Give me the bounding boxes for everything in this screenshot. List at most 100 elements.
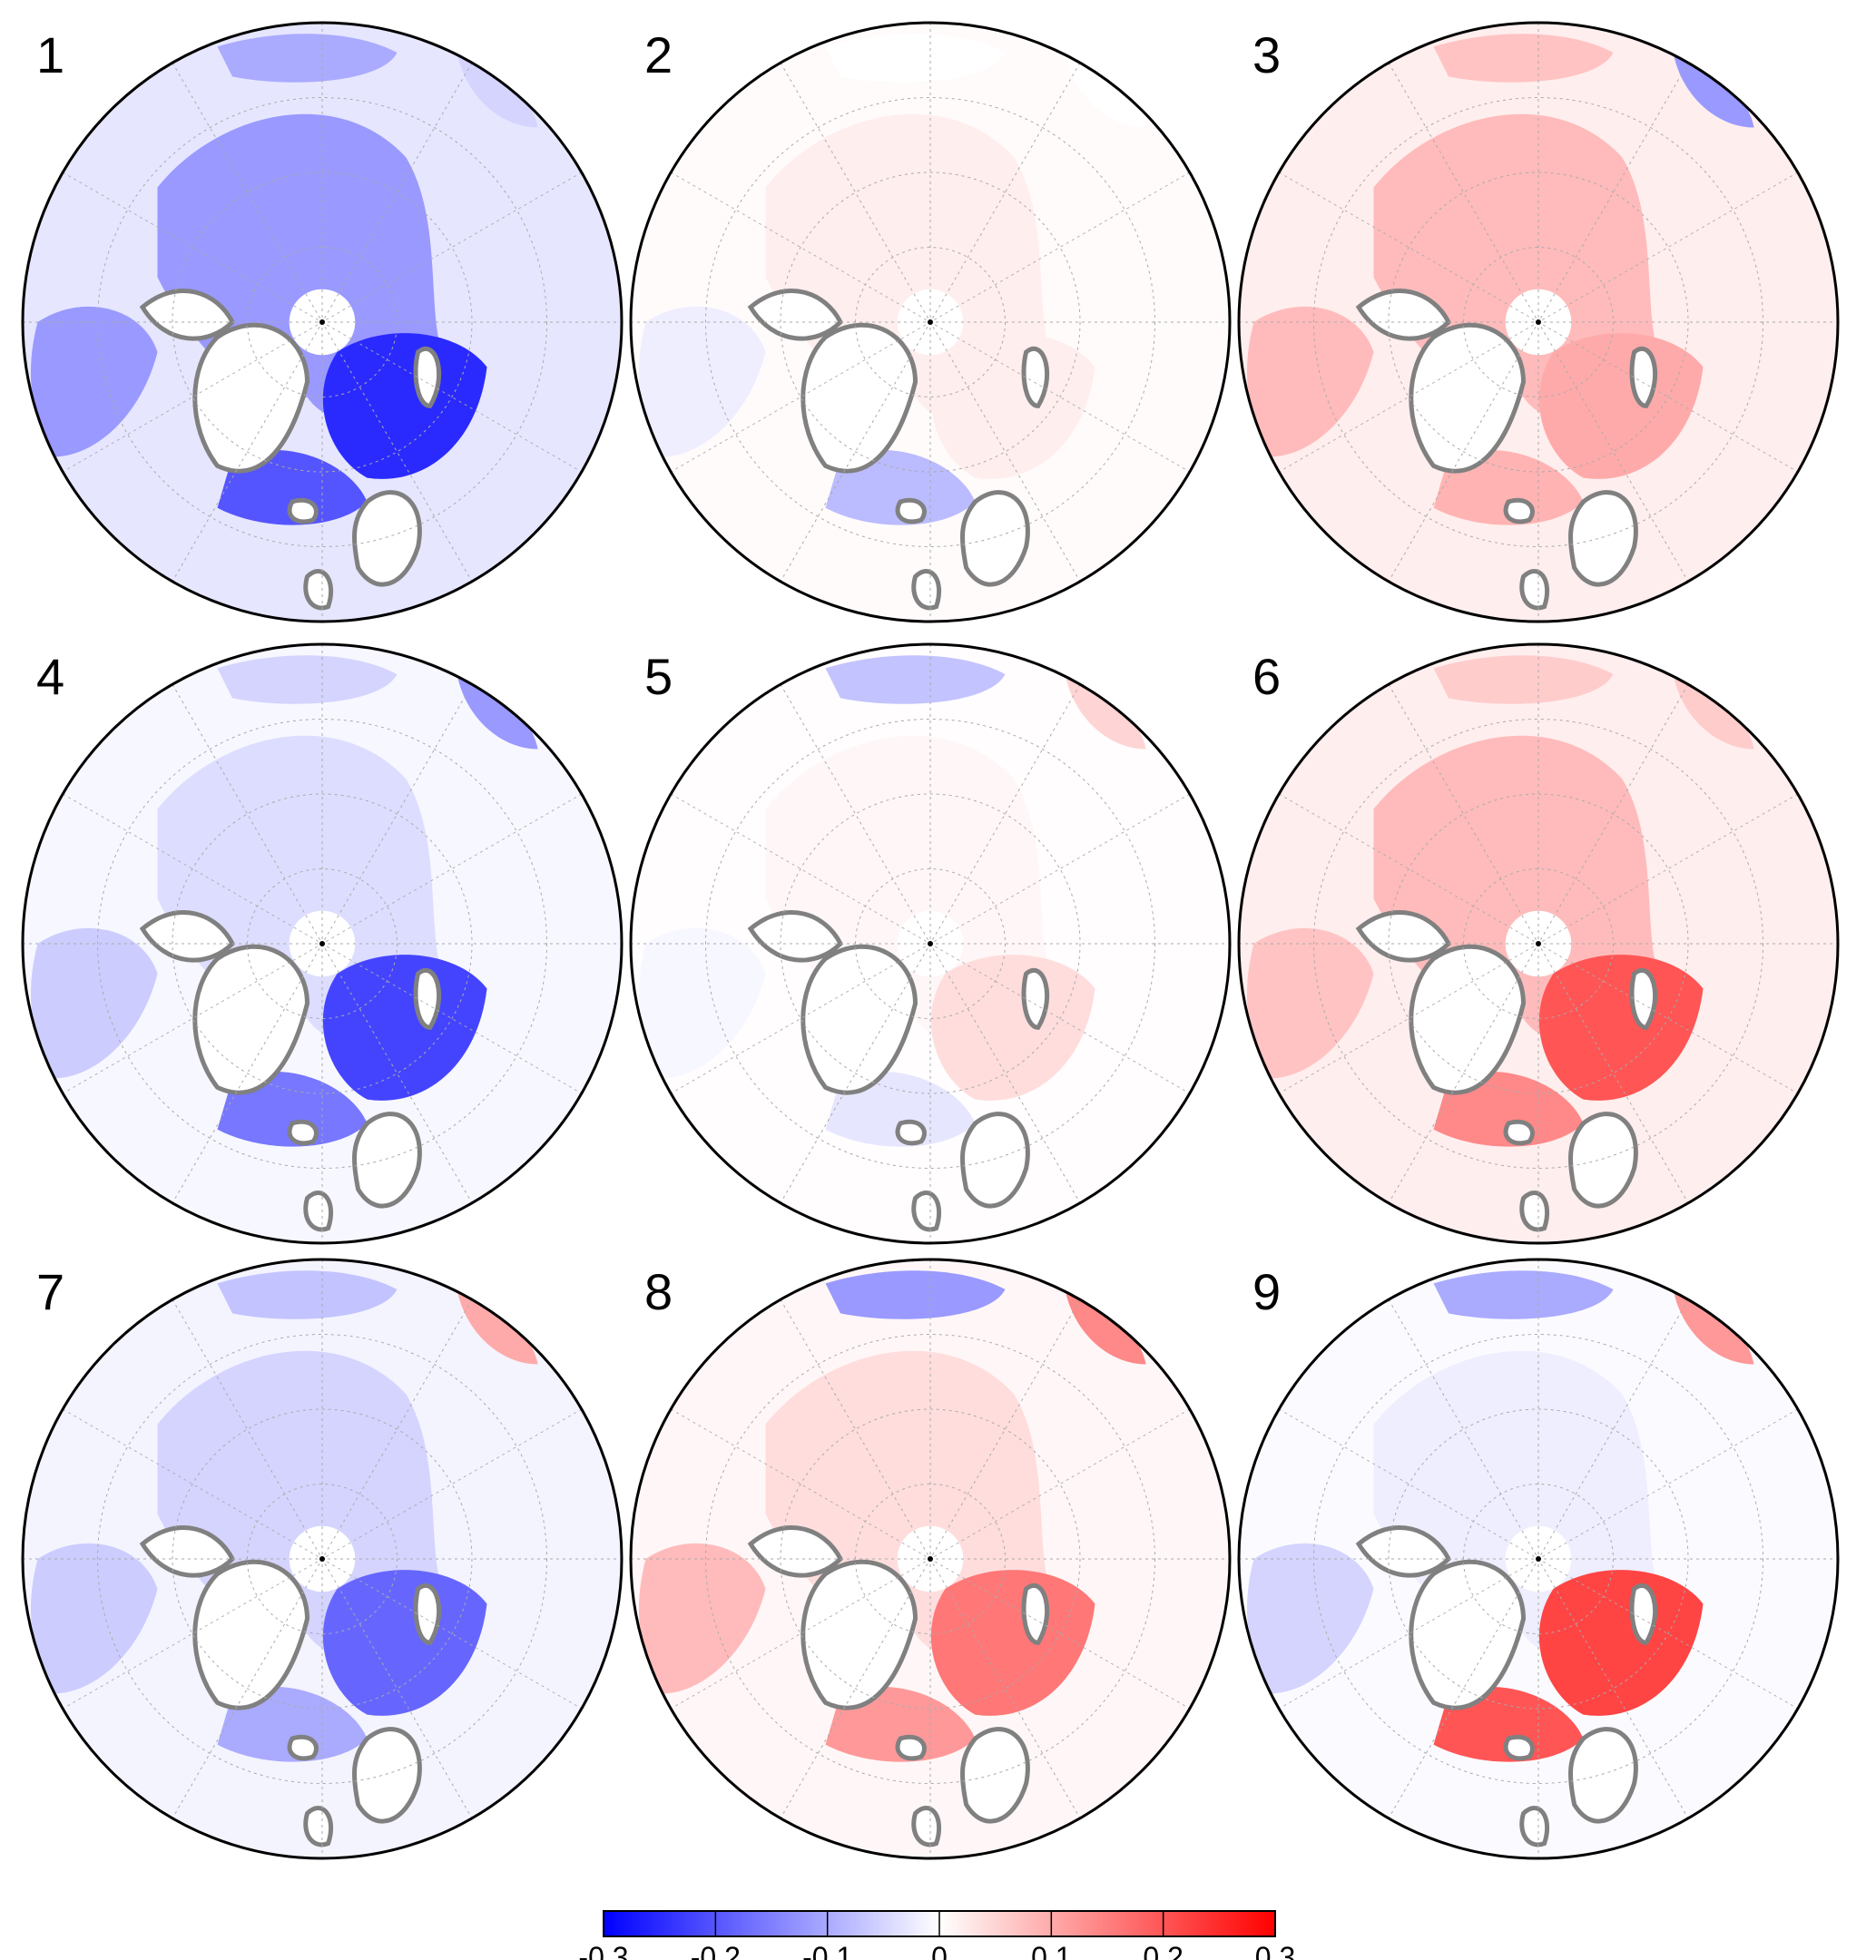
bering-region	[825, 655, 1006, 704]
okhotsk-region	[457, 674, 538, 750]
latitude-circle	[855, 868, 1006, 1019]
bering-region	[1433, 1270, 1614, 1319]
iceland-outline	[1503, 497, 1535, 524]
panel-label: 8	[644, 1263, 673, 1320]
bering-region-stipple	[217, 34, 398, 83]
panel-label: 2	[644, 26, 673, 83]
latitude-circle	[247, 1484, 398, 1634]
novaya-zemlya-outline	[1021, 346, 1050, 408]
colorbar-tick-label: 0.1	[1031, 1941, 1071, 1960]
pole-marker	[1536, 1556, 1541, 1562]
hudson-bay-region	[638, 1543, 766, 1694]
panel-frame	[21, 1258, 624, 1860]
bering-region-stipple	[1433, 34, 1614, 83]
map-panel-5: 5	[629, 642, 1232, 1245]
scandinavia-outline	[1568, 1727, 1638, 1824]
latitude-circle	[1463, 247, 1614, 397]
britain-outline	[911, 1191, 942, 1232]
hudson-bay-region-stipple	[1246, 927, 1374, 1079]
latitude-circle	[172, 1408, 473, 1710]
map-panel-3: 3	[1237, 21, 1840, 623]
britain-outline	[1519, 569, 1550, 611]
panel-label: 3	[1252, 26, 1281, 83]
panel-label: 6	[1252, 648, 1281, 705]
iceland-outline	[287, 497, 319, 524]
pole-marker	[319, 941, 325, 946]
britain-outline	[1519, 1191, 1550, 1232]
bering-region	[217, 655, 398, 704]
latitude-circle	[705, 719, 1155, 1169]
latitude-circle	[1313, 1334, 1763, 1784]
hudson-bay-region-stipple	[30, 306, 158, 457]
latitude-circle	[1388, 172, 1689, 473]
bering-region	[825, 1270, 1006, 1319]
britain-outline	[303, 1806, 334, 1847]
scandinavia-outline	[960, 1112, 1030, 1209]
barents-kara-region-stipple	[1538, 333, 1704, 479]
barents-kara-region	[930, 333, 1095, 479]
hudson-bay-region	[638, 927, 766, 1079]
okhotsk-region-stipple	[1673, 52, 1754, 128]
latitude-circle	[1463, 868, 1614, 1019]
barents-kara-region	[930, 1570, 1095, 1716]
panel-label: 4	[36, 648, 64, 705]
britain-outline	[1519, 1806, 1550, 1847]
colorbar-tick-label: -0.2	[691, 1941, 741, 1960]
hudson-bay-region-stipple	[1246, 306, 1374, 457]
latitude-circle	[97, 97, 547, 547]
latitude-circle	[780, 1408, 1081, 1710]
colorbar-tick-label: 0.3	[1255, 1941, 1295, 1960]
latitude-circle	[1313, 97, 1763, 547]
latitude-circle	[247, 868, 398, 1019]
pole-marker	[928, 1556, 933, 1562]
barents-kara-region	[322, 955, 487, 1101]
map-panel-2: 2	[629, 21, 1232, 623]
novaya-zemlya-outline	[413, 346, 442, 408]
scandinavia-outline	[1568, 490, 1638, 587]
scandinavia-outline	[1568, 1112, 1638, 1209]
britain-outline	[303, 569, 334, 611]
iceland-outline	[287, 1119, 319, 1146]
latitude-circle	[705, 1334, 1155, 1784]
latitude-circle	[172, 172, 473, 473]
scandinavia-outline	[352, 1727, 422, 1824]
novaya-zemlya-outline	[1629, 967, 1658, 1030]
okhotsk-region	[1065, 52, 1146, 128]
panel-frame	[1237, 21, 1840, 623]
novaya-zemlya-outline	[413, 1583, 442, 1645]
barents-kara-region	[1538, 1570, 1704, 1716]
scandinavia-outline	[352, 1112, 422, 1209]
map-panel-1: 1	[21, 21, 624, 623]
panel-label: 5	[644, 648, 673, 705]
panel-frame	[21, 642, 624, 1245]
panel-frame	[629, 21, 1232, 623]
latitude-circle	[855, 247, 1006, 397]
scandinavia-outline	[960, 1727, 1030, 1824]
pole-marker	[1536, 319, 1541, 325]
latitude-circle	[1313, 719, 1763, 1169]
panel-frame	[629, 1258, 1232, 1860]
pole-marker	[928, 319, 933, 325]
scandinavia-outline	[960, 490, 1030, 587]
latitude-circle	[705, 97, 1155, 547]
panel-frame	[1237, 1258, 1840, 1860]
okhotsk-region	[457, 52, 538, 128]
novaya-zemlya-outline	[1021, 967, 1050, 1030]
panel-frame	[1237, 642, 1840, 1245]
panel-label: 1	[36, 26, 64, 83]
pole-marker	[928, 941, 933, 946]
iceland-outline	[1503, 1119, 1535, 1146]
hudson-bay-region	[1246, 1543, 1374, 1694]
panel-label: 7	[36, 1263, 64, 1320]
barents-kara-region-stipple	[1538, 955, 1704, 1101]
panel-frame	[21, 21, 624, 623]
latitude-circle	[1388, 1408, 1689, 1710]
bering-region-stipple	[1433, 655, 1614, 704]
barents-kara-region	[930, 955, 1095, 1101]
iceland-outline	[895, 1734, 927, 1761]
okhotsk-region	[1065, 674, 1146, 750]
iceland-outline	[1503, 1734, 1535, 1761]
latitude-circle	[172, 793, 473, 1094]
pole-marker	[319, 319, 325, 325]
map-panel-8: 8	[629, 1258, 1232, 1860]
